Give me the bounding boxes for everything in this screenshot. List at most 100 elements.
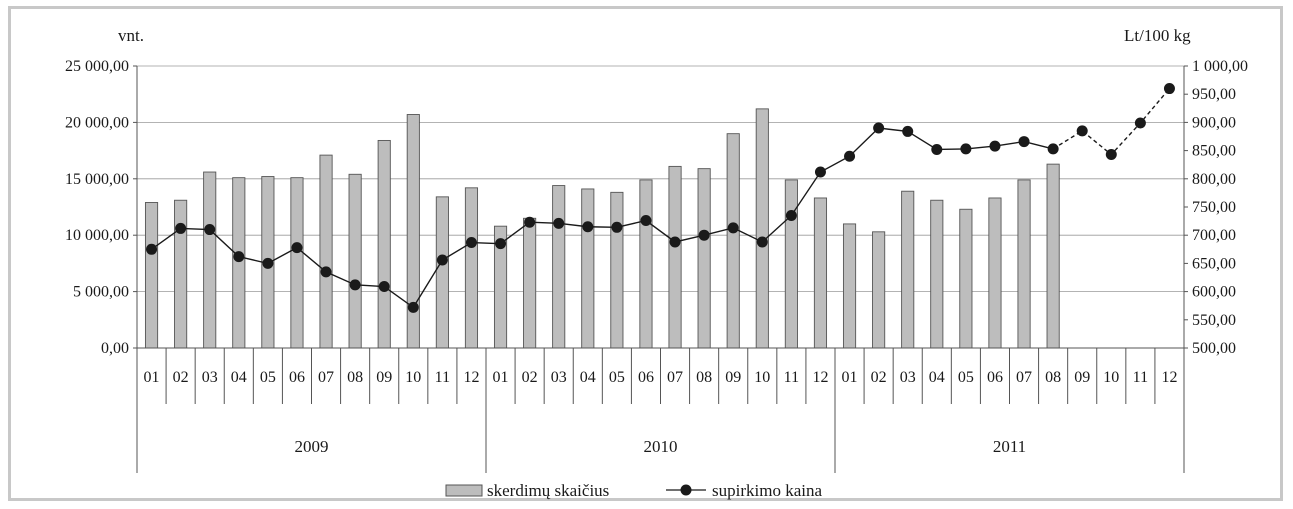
price-point (553, 217, 565, 229)
bar (726, 133, 740, 349)
bar (1017, 179, 1031, 349)
month-label: 12 (463, 369, 479, 386)
price-point (233, 251, 245, 263)
price-point (146, 243, 158, 255)
price-line-dashed (1052, 88, 1170, 156)
bar (232, 177, 246, 349)
month-label: 06 (638, 369, 654, 386)
left-tick-label: 0,00 (101, 340, 129, 357)
line-series (146, 83, 1175, 313)
month-label: 10 (405, 369, 421, 386)
bar (988, 197, 1002, 349)
month-label: 03 (900, 369, 916, 386)
price-point (814, 166, 826, 178)
price-point (1105, 149, 1117, 161)
price-point (785, 209, 797, 221)
chart-frame: 0,00 5 000,00 10 000,00 15 000,00 20 000,00 2… (8, 6, 1283, 501)
month-label: 06 (289, 369, 305, 386)
month-label: 11 (784, 369, 799, 386)
price-point (349, 279, 361, 291)
bar (784, 179, 798, 349)
month-label: 05 (958, 369, 974, 386)
left-tick-label: 25 000,00 (65, 58, 129, 75)
bar (901, 190, 915, 349)
year-label: 2010 (644, 437, 678, 456)
bar (755, 108, 769, 349)
price-point (582, 221, 594, 233)
month-label: 08 (696, 369, 712, 386)
year-label: 2011 (993, 437, 1026, 456)
price-point (960, 143, 972, 155)
right-tick-label: 700,00 (1192, 227, 1236, 244)
price-point (1047, 143, 1059, 155)
price-point (756, 236, 768, 248)
bar (290, 177, 304, 349)
month-label: 09 (725, 369, 741, 386)
price-point (873, 122, 885, 134)
bar (668, 165, 682, 349)
month-label: 02 (871, 369, 887, 386)
price-point (204, 224, 216, 236)
price-point (291, 242, 303, 254)
price-point (1076, 125, 1088, 137)
left-tick-label: 10 000,00 (65, 227, 129, 244)
bar (610, 191, 624, 349)
bar (174, 199, 188, 349)
month-label: 04 (929, 369, 945, 386)
year-label: 2009 (295, 437, 329, 456)
month-label: 04 (580, 369, 596, 386)
bar (319, 154, 333, 349)
bar (144, 202, 159, 349)
month-label: 07 (667, 369, 683, 386)
right-tick-label: 800,00 (1192, 171, 1236, 188)
price-point (378, 281, 390, 293)
price-point (1018, 136, 1030, 148)
month-label: 01 (842, 369, 858, 386)
month-label: 05 (609, 369, 625, 386)
price-point (436, 254, 448, 266)
price-point (640, 215, 652, 227)
right-tick-label: 600,00 (1192, 284, 1236, 301)
price-point (524, 216, 536, 228)
combo-chart: 0,00 5 000,00 10 000,00 15 000,00 20 000,00 2… (65, 26, 1248, 500)
month-label: 11 (1133, 369, 1148, 386)
bar (930, 199, 944, 349)
bar (406, 114, 420, 349)
right-tick-label: 850,00 (1192, 143, 1236, 160)
month-label: 07 (318, 369, 334, 386)
bar-series (144, 108, 1060, 349)
price-point (1134, 117, 1146, 129)
bar (959, 208, 973, 349)
month-label: 04 (231, 369, 247, 386)
price-point (465, 237, 477, 249)
price-point (902, 125, 914, 137)
month-label: 02 (522, 369, 538, 386)
price-line-solid (151, 127, 1054, 309)
month-label: 03 (551, 369, 567, 386)
month-label: 08 (347, 369, 363, 386)
bar (203, 171, 217, 349)
month-label: 06 (987, 369, 1003, 386)
legend-bar-label: skerdimų skaičius (487, 481, 609, 500)
price-point (931, 143, 943, 155)
right-tick-label: 1 000,00 (1192, 58, 1248, 75)
price-point (320, 266, 332, 278)
bar (581, 188, 595, 349)
bar (464, 187, 479, 349)
month-label: 02 (173, 369, 189, 386)
bar (813, 197, 828, 349)
right-tick-label: 550,00 (1192, 312, 1236, 329)
price-point (844, 150, 856, 162)
month-label: 10 (1103, 369, 1119, 386)
legend-line-marker (680, 484, 692, 496)
month-label: 12 (812, 369, 828, 386)
month-label: 09 (1074, 369, 1090, 386)
month-label: 05 (260, 369, 276, 386)
axes (133, 65, 1188, 473)
price-point (727, 222, 739, 234)
month-label: 07 (1016, 369, 1032, 386)
legend-bar-swatch (445, 484, 483, 497)
bar (872, 231, 886, 349)
price-point (262, 257, 274, 269)
legend: skerdimų skaičius supirkimo kaina (445, 481, 822, 500)
